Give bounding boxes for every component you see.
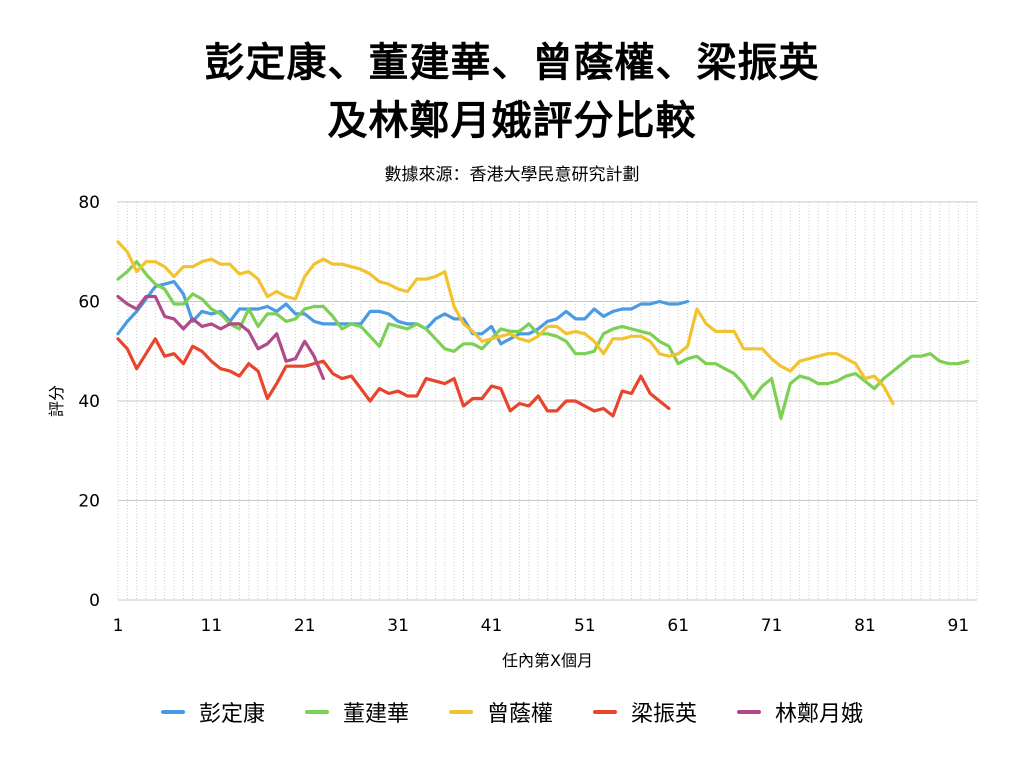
legend-item: 梁振英 <box>593 696 697 728</box>
y-tick-label: 60 <box>78 293 100 313</box>
legend-label: 曾蔭權 <box>486 702 553 727</box>
x-tick-label: 11 <box>201 616 223 636</box>
chart-subtitle: 數據來源：香港大學民意研究計劃 <box>384 165 640 185</box>
legend-item: 林鄭月娥 <box>737 696 863 728</box>
y-tick-label: 0 <box>89 591 100 611</box>
x-tick-label: 1 <box>113 616 124 636</box>
legend-label: 梁振英 <box>631 702 698 727</box>
y-tick-label: 80 <box>78 193 100 213</box>
x-tick-label: 31 <box>387 616 409 636</box>
y-axis-label: 評分 <box>47 385 66 417</box>
legend-label: 董建華 <box>342 702 409 727</box>
y-tick-label: 40 <box>78 392 100 412</box>
x-tick-label: 71 <box>761 616 783 636</box>
legend-item: 董建華 <box>304 696 409 728</box>
chart-title-line2: 及林鄭月娥評分比較 <box>327 98 697 144</box>
legend-swatch <box>160 710 185 714</box>
legend-swatch <box>304 710 329 714</box>
x-tick-label: 21 <box>294 616 316 636</box>
chart-title-line1: 彭定康、董建華、曾蔭權、梁振英 <box>204 40 820 86</box>
x-tick-label: 41 <box>481 616 503 636</box>
legend-swatch <box>593 710 617 714</box>
chart-legend: 彭定康 董建華 曾蔭權 梁振英 林鄭月娥 <box>0 694 1024 730</box>
series-line-4 <box>116 337 671 418</box>
x-tick-label: 61 <box>667 616 689 636</box>
x-tick-label: 91 <box>948 616 970 636</box>
x-tick-label: 51 <box>574 616 596 636</box>
series-line-1 <box>116 280 690 346</box>
legend-label: 林鄭月娥 <box>775 702 864 727</box>
legend-label: 彭定康 <box>198 702 265 727</box>
legend-swatch <box>448 710 473 714</box>
x-tick-label: 81 <box>854 616 876 636</box>
legend-item: 彭定康 <box>160 696 265 728</box>
series-line-2 <box>116 260 970 420</box>
series-line-5 <box>116 294 325 381</box>
y-tick-label: 20 <box>78 492 100 512</box>
x-axis-label: 任內第X個月 <box>502 651 593 670</box>
series-line-3 <box>116 240 895 406</box>
legend-item: 曾蔭權 <box>448 696 553 728</box>
legend-swatch <box>737 710 762 714</box>
